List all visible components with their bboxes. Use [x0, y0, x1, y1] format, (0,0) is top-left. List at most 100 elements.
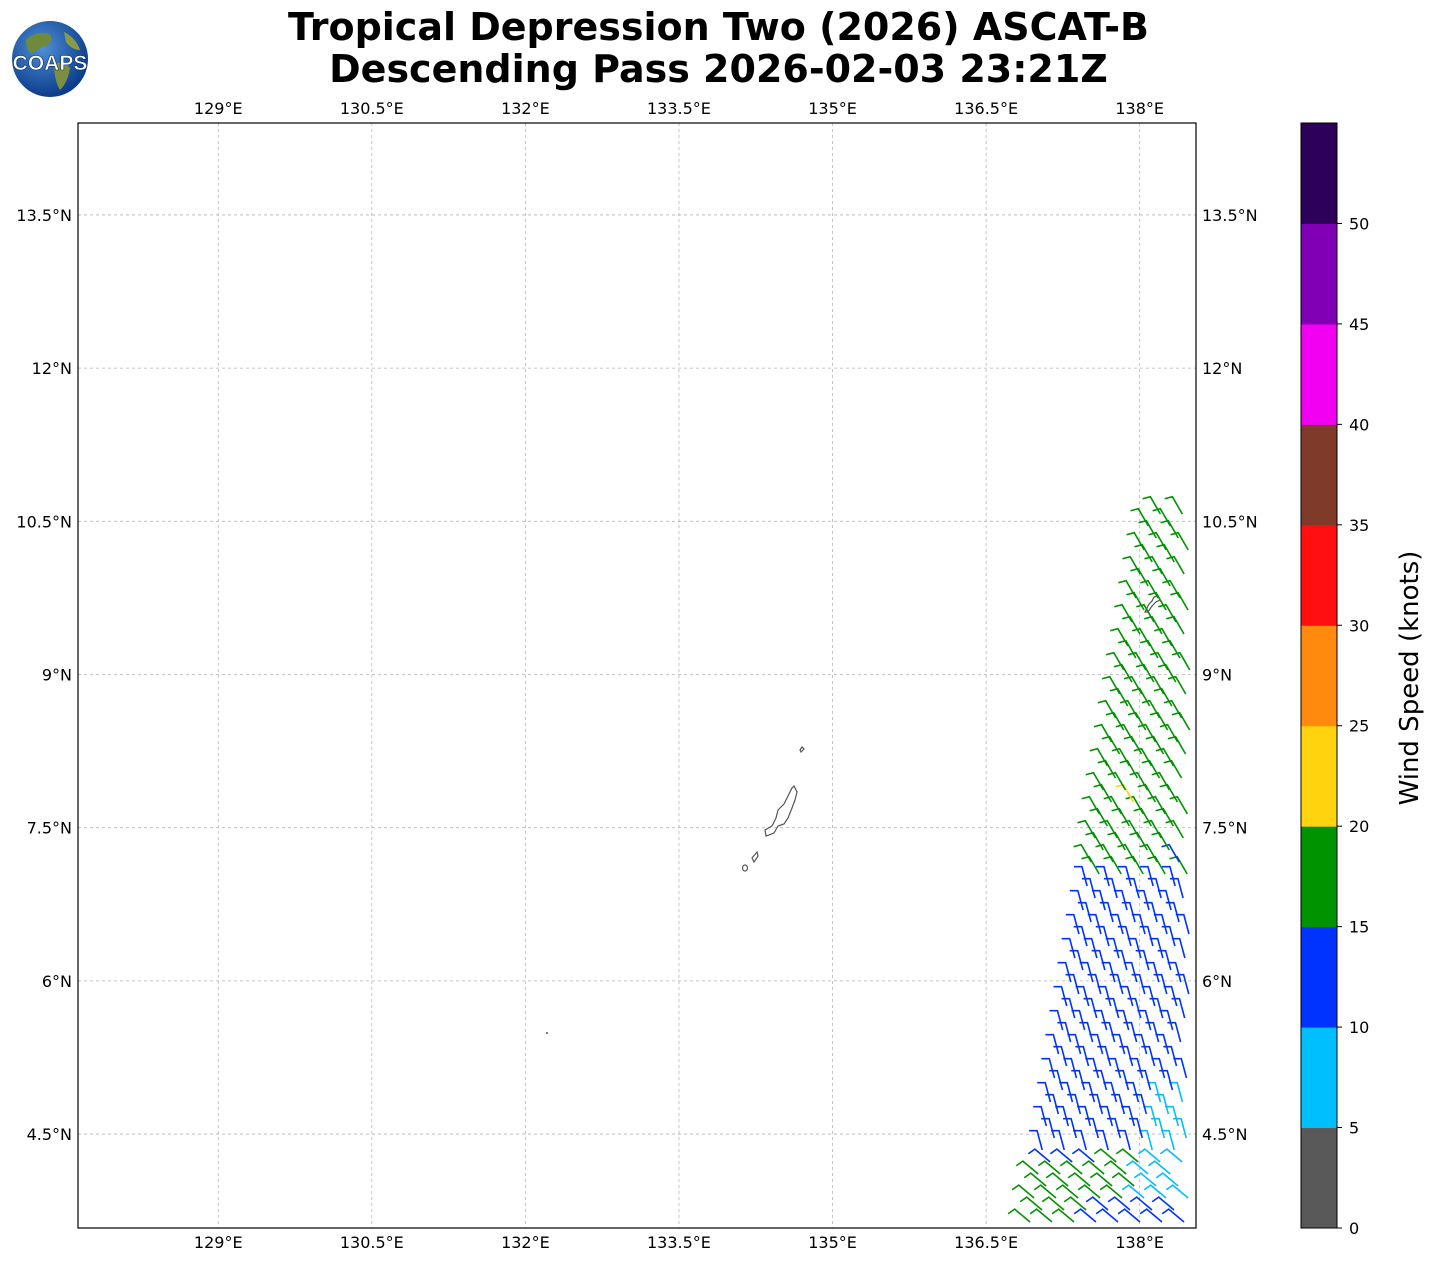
wind-barb: [1158, 603, 1177, 623]
axis-tick-labels: 129°E 129°E 130.5°E 130.5°E 132°E 132°E 133.5°…: [16, 99, 1257, 1252]
wind-barb: [1121, 819, 1140, 839]
wind-barb: [1095, 865, 1110, 887]
colorbar-tick-label: 15: [1349, 918, 1369, 937]
wind-barb: [1111, 1172, 1135, 1187]
wind-barb: [1131, 913, 1146, 935]
wind-barb: [1161, 639, 1181, 659]
lat-label-left: 10.5°N: [16, 512, 72, 531]
lat-label-right: 9°N: [1202, 665, 1232, 684]
wind-barb: [1081, 1081, 1096, 1103]
wind-barb: [1114, 603, 1133, 623]
wind-barb: [1151, 771, 1171, 791]
wind-barb: [1152, 567, 1171, 587]
lon-label-bottom: 136.5°E: [954, 1233, 1018, 1252]
wind-barb: [1160, 519, 1179, 539]
wind-barb: [1139, 843, 1158, 863]
wind-barb: [1156, 543, 1175, 563]
wind-barb: [1111, 1033, 1126, 1055]
wind-barb: [1085, 1196, 1109, 1211]
wind-barb: [1081, 1160, 1105, 1175]
wind-barb: [1143, 1105, 1158, 1127]
wind-barb: [1099, 1105, 1114, 1127]
sonsorol-island: [546, 1032, 548, 1034]
wind-barb: [1161, 843, 1180, 863]
wind-barb: [1148, 531, 1167, 551]
wind-barb: [1007, 1208, 1031, 1223]
wind-barb: [1121, 1184, 1145, 1199]
wind-barb: [1069, 889, 1084, 911]
lat-label-left: 4.5°N: [27, 1125, 72, 1144]
wind-barb: [1169, 1081, 1184, 1103]
wind-barb: [1171, 651, 1191, 671]
wind-barb: [1157, 889, 1172, 911]
wind-barb: [1135, 889, 1150, 911]
wind-barb: [1101, 961, 1116, 983]
wind-barb: [1087, 913, 1102, 935]
wind-barb: [1153, 627, 1173, 647]
wind-barb: [1103, 855, 1122, 875]
wind-barb: [1115, 1148, 1139, 1163]
wind-barb: [1161, 1129, 1176, 1151]
wind-barb: [1033, 1184, 1057, 1199]
wind-barb: [1093, 1009, 1108, 1031]
wind-barb: [1155, 747, 1175, 767]
wind-barb: [1023, 1172, 1047, 1187]
wind-barb: [1011, 1184, 1035, 1199]
wind-barb: [1125, 795, 1145, 815]
wind-barb: [1139, 865, 1154, 887]
wind-barb: [1113, 663, 1133, 683]
wind-barb: [1037, 1160, 1061, 1175]
wind-barb: [1109, 627, 1129, 647]
wind-barb: [1137, 1009, 1152, 1031]
wind-barb: [1099, 819, 1118, 839]
wind-barb: [1119, 985, 1134, 1007]
wind-barb: [1089, 747, 1109, 767]
wind-barb: [1129, 831, 1148, 851]
wind-barb: [1109, 913, 1124, 935]
wind-barb: [1041, 1196, 1065, 1211]
wind-barb: [1131, 687, 1151, 707]
wind-barb: [1159, 723, 1179, 743]
wind-barb: [1148, 591, 1167, 611]
wind-barb: [1085, 771, 1105, 791]
wind-barb: [1113, 889, 1128, 911]
wind-barb: [1019, 1196, 1043, 1211]
wind-barb: [1093, 1148, 1117, 1163]
wind-barb: [1163, 985, 1178, 1007]
wind-barb: [1055, 1105, 1070, 1127]
lat-label-right: 12°N: [1202, 359, 1242, 378]
wind-barb: [1057, 961, 1072, 983]
wind-barb: [1093, 783, 1113, 803]
wind-barb: [1119, 759, 1139, 779]
wind-barb: [1111, 747, 1131, 767]
wind-barb: [1101, 675, 1121, 695]
lat-label-left: 13.5°N: [16, 206, 72, 225]
wind-barb: [1067, 1172, 1091, 1187]
wind-barb: [1159, 1009, 1174, 1031]
wind-barb: [1147, 855, 1166, 875]
wind-barb: [1136, 603, 1155, 623]
wind-barb: [1073, 865, 1088, 887]
wind-barb: [1170, 531, 1189, 551]
wind-barb: [1053, 985, 1068, 1007]
wind-barb: [1165, 1105, 1180, 1127]
wind-barb: [1171, 711, 1191, 731]
wind-barb: [1115, 723, 1135, 743]
colorbar-tick-label: 20: [1349, 817, 1369, 836]
wind-barb: [1144, 555, 1163, 575]
lat-label-right: 13.5°N: [1202, 206, 1258, 225]
colorbar-segment: [1301, 625, 1337, 727]
colorbar-segment: [1301, 725, 1337, 827]
wind-barb: [1059, 1160, 1083, 1175]
wind-barb: [1085, 831, 1104, 851]
wind-barb: [1073, 1129, 1088, 1151]
lat-label-left: 12°N: [32, 359, 72, 378]
lon-label-top: 138°E: [1115, 99, 1164, 118]
wind-barb: [1103, 1160, 1127, 1175]
colorbar-tick-label: 30: [1349, 616, 1369, 635]
colorbar-tick-label: 10: [1349, 1018, 1369, 1037]
colorbar-tick-label: 50: [1349, 214, 1369, 233]
wind-barb: [1151, 831, 1170, 851]
wind-barb: [1079, 961, 1094, 983]
wind-barb: [1159, 783, 1179, 803]
